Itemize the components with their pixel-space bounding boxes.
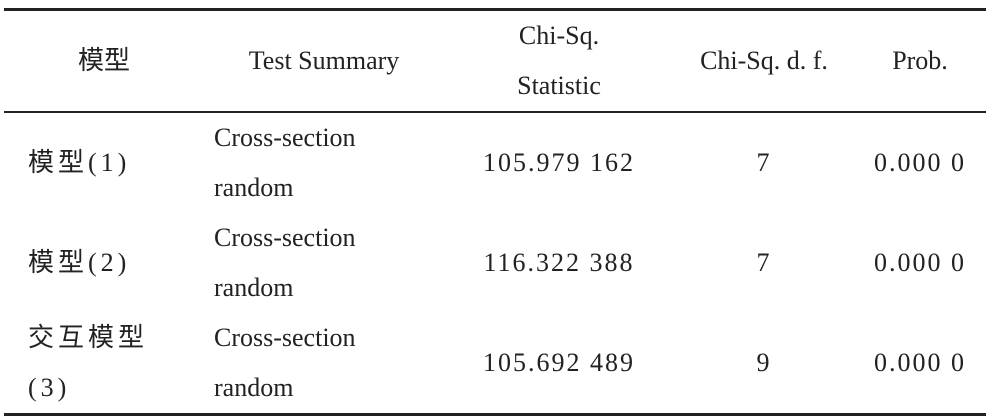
header-cell: Prob. [892, 46, 948, 75]
table-cell: 模型(2) [28, 248, 131, 277]
table-cell: 116.322 388 [483, 248, 635, 277]
table-cell: Cross-section random [214, 123, 356, 202]
table-row: 模型(2) Cross-section random 116.322 388 7 0.0… [4, 213, 986, 313]
table-row: 交互模型(3) Cross-section random 105.692 489 9 0… [4, 313, 986, 415]
table-body: 模型(1) Cross-section random 105.979 162 7 0.0… [4, 112, 986, 415]
header-cell: 模型 [77, 46, 130, 75]
table-cell: 7 [756, 148, 772, 177]
table-cell: 模型(1) [28, 148, 131, 177]
table-cell: Cross-section random [214, 323, 356, 402]
header-row: 模型 Test Summary Chi-Sq. Statistic Chi-Sq. d… [4, 9, 986, 112]
table-cell: 105.979 162 [483, 148, 635, 177]
header-cell: Chi-Sq. Statistic [517, 21, 601, 100]
table-cell: Cross-section random [214, 223, 356, 302]
table-cell: 9 [756, 348, 772, 377]
table-cell: 0.000 0 [874, 348, 966, 377]
table-row: 模型(1) Cross-section random 105.979 162 7 0.0… [4, 112, 986, 213]
table-header: 模型 Test Summary Chi-Sq. Statistic Chi-Sq. d… [4, 9, 986, 112]
table-cell: 交互模型(3) [28, 323, 149, 402]
table-cell: 0.000 0 [874, 248, 966, 277]
table-cell: 7 [756, 248, 772, 277]
table-cell: 105.692 489 [483, 348, 635, 377]
header-cell: Test Summary [248, 46, 400, 75]
table-cell: 0.000 0 [874, 148, 966, 177]
header-cell: Chi-Sq. d. f. [700, 46, 828, 75]
results-table: 模型 Test Summary Chi-Sq. Statistic Chi-Sq. d… [4, 8, 986, 416]
